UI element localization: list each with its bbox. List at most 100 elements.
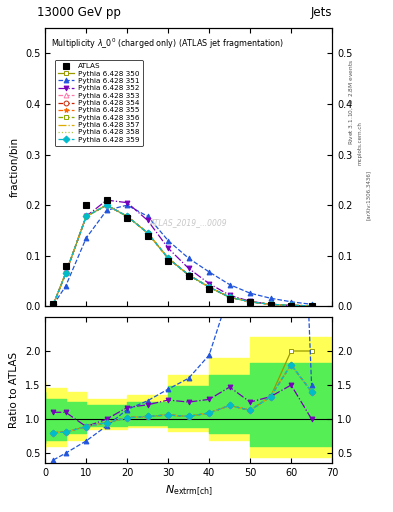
Pythia 6.428 358	[104, 202, 109, 208]
Pythia 6.428 355	[125, 213, 130, 219]
ATLAS	[145, 232, 150, 239]
Pythia 6.428 358	[145, 230, 150, 236]
ATLAS	[309, 303, 314, 309]
Pythia 6.428 352	[268, 301, 273, 307]
Line: Pythia 6.428 350: Pythia 6.428 350	[51, 203, 314, 308]
Pythia 6.428 354	[207, 284, 211, 290]
Pythia 6.428 355	[104, 202, 109, 208]
Pythia 6.428 350	[84, 213, 88, 219]
Pythia 6.428 359	[186, 272, 191, 278]
Pythia 6.428 351	[248, 290, 252, 296]
Pythia 6.428 357	[207, 284, 211, 290]
ATLAS	[268, 302, 273, 308]
Pythia 6.428 359	[145, 230, 150, 236]
Y-axis label: fraction/bin: fraction/bin	[9, 137, 19, 197]
Pythia 6.428 353	[63, 270, 68, 276]
Text: Rivet 3.1.10, $\geq$ 2.8M events: Rivet 3.1.10, $\geq$ 2.8M events	[348, 59, 355, 145]
Pythia 6.428 352	[207, 281, 211, 287]
Pythia 6.428 351	[227, 282, 232, 288]
Pythia 6.428 354	[51, 301, 56, 307]
Pythia 6.428 351	[84, 235, 88, 241]
Pythia 6.428 354	[104, 202, 109, 208]
Pythia 6.428 359	[104, 202, 109, 208]
Pythia 6.428 355	[309, 303, 314, 309]
Pythia 6.428 356	[207, 284, 211, 290]
Pythia 6.428 358	[207, 284, 211, 290]
Pythia 6.428 359	[268, 301, 273, 307]
Pythia 6.428 356	[63, 270, 68, 276]
Line: ATLAS: ATLAS	[50, 197, 315, 309]
Pythia 6.428 357	[84, 213, 88, 219]
Pythia 6.428 350	[248, 298, 252, 305]
Line: Pythia 6.428 359: Pythia 6.428 359	[51, 203, 314, 308]
Pythia 6.428 357	[166, 255, 171, 261]
Line: Pythia 6.428 358: Pythia 6.428 358	[53, 205, 312, 306]
Pythia 6.428 356	[104, 202, 109, 208]
Pythia 6.428 359	[84, 213, 88, 219]
Pythia 6.428 351	[63, 283, 68, 289]
Pythia 6.428 353	[186, 272, 191, 278]
Pythia 6.428 350	[268, 301, 273, 307]
Pythia 6.428 353	[84, 213, 88, 219]
Pythia 6.428 356	[268, 301, 273, 307]
Pythia 6.428 359	[289, 302, 294, 308]
Pythia 6.428 357	[63, 270, 68, 276]
Pythia 6.428 351	[268, 295, 273, 302]
Line: Pythia 6.428 351: Pythia 6.428 351	[51, 203, 314, 307]
Pythia 6.428 351	[104, 207, 109, 214]
ATLAS	[289, 303, 294, 309]
Pythia 6.428 350	[186, 272, 191, 278]
ATLAS	[186, 273, 191, 279]
Text: ATLAS_2019_...0009: ATLAS_2019_...0009	[150, 219, 228, 227]
Pythia 6.428 354	[309, 303, 314, 309]
Pythia 6.428 350	[289, 302, 294, 308]
ATLAS	[207, 286, 211, 292]
Pythia 6.428 354	[84, 213, 88, 219]
Pythia 6.428 356	[84, 213, 88, 219]
Pythia 6.428 359	[125, 213, 130, 219]
Pythia 6.428 354	[186, 272, 191, 278]
Pythia 6.428 354	[227, 294, 232, 301]
Pythia 6.428 353	[268, 301, 273, 307]
Text: 13000 GeV pp: 13000 GeV pp	[37, 7, 121, 19]
Pythia 6.428 352	[63, 270, 68, 276]
Pythia 6.428 355	[63, 270, 68, 276]
Pythia 6.428 357	[268, 301, 273, 307]
Line: Pythia 6.428 355: Pythia 6.428 355	[51, 203, 314, 308]
Pythia 6.428 355	[227, 294, 232, 301]
Line: Pythia 6.428 353: Pythia 6.428 353	[51, 203, 314, 308]
Pythia 6.428 352	[289, 303, 294, 309]
Pythia 6.428 356	[289, 302, 294, 308]
Legend: ATLAS, Pythia 6.428 350, Pythia 6.428 351, Pythia 6.428 352, Pythia 6.428 353, P: ATLAS, Pythia 6.428 350, Pythia 6.428 35…	[55, 59, 143, 146]
Pythia 6.428 352	[227, 292, 232, 298]
Pythia 6.428 354	[145, 230, 150, 236]
Pythia 6.428 353	[289, 302, 294, 308]
Pythia 6.428 359	[227, 294, 232, 301]
ATLAS	[227, 295, 232, 302]
Pythia 6.428 358	[125, 213, 130, 219]
Pythia 6.428 355	[207, 284, 211, 290]
Pythia 6.428 350	[104, 202, 109, 208]
Pythia 6.428 350	[207, 284, 211, 290]
Pythia 6.428 350	[227, 294, 232, 301]
Pythia 6.428 351	[186, 255, 191, 261]
Pythia 6.428 354	[63, 270, 68, 276]
Pythia 6.428 359	[63, 270, 68, 276]
Pythia 6.428 352	[125, 200, 130, 206]
Pythia 6.428 359	[248, 298, 252, 305]
Pythia 6.428 352	[84, 213, 88, 219]
Line: Pythia 6.428 352: Pythia 6.428 352	[51, 198, 314, 309]
ATLAS	[51, 301, 56, 307]
Pythia 6.428 358	[248, 298, 252, 305]
Pythia 6.428 354	[289, 302, 294, 308]
Line: Pythia 6.428 356: Pythia 6.428 356	[51, 203, 314, 308]
Pythia 6.428 352	[145, 217, 150, 223]
Pythia 6.428 357	[309, 303, 314, 309]
Pythia 6.428 356	[248, 298, 252, 305]
Pythia 6.428 357	[289, 302, 294, 308]
Pythia 6.428 353	[166, 255, 171, 261]
Pythia 6.428 357	[51, 301, 56, 307]
Text: Multiplicity $\lambda\_0^0$ (charged only) (ATLAS jet fragmentation): Multiplicity $\lambda\_0^0$ (charged onl…	[51, 36, 284, 51]
ATLAS	[248, 299, 252, 305]
Pythia 6.428 358	[268, 301, 273, 307]
